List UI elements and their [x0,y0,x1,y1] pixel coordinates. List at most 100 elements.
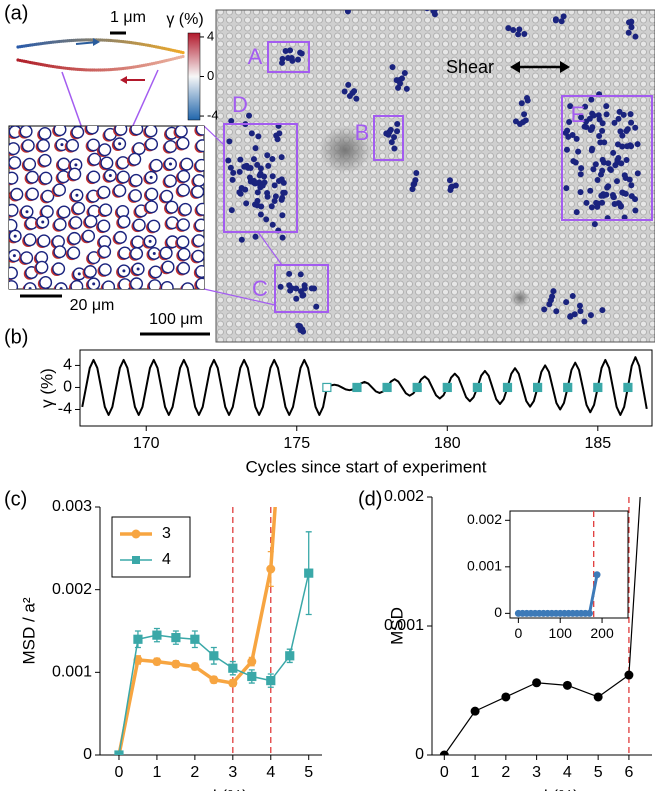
particle [243,200,250,207]
particle [236,168,243,175]
particle [149,265,163,279]
particle [255,133,262,140]
particle [100,156,114,170]
particle [562,129,569,136]
particle [263,216,270,223]
particle [603,111,610,118]
particle [54,282,68,289]
particle [613,178,620,185]
particle [634,141,641,148]
particle [300,328,307,335]
panel-label: (b) [4,326,28,348]
particle [192,173,204,187]
x-tick-label: 3 [228,764,237,781]
marker [190,662,200,672]
particle [592,161,599,168]
traj-dot [181,50,185,55]
particle [583,199,590,206]
particle [99,203,113,217]
particle [567,103,574,110]
particle [553,308,560,315]
marker [190,634,200,644]
y-tick-label: 0.002 [467,511,502,527]
trajectory-arrows [75,38,145,84]
x-tick-label: 5 [594,764,603,781]
marker [171,633,181,643]
particle [625,19,632,26]
particle [588,204,595,211]
particle [9,266,18,280]
particle [277,283,284,290]
particle [265,162,272,169]
particle [589,145,596,152]
particle [9,171,19,185]
particle [301,285,308,292]
particle [578,114,585,121]
particle [67,231,81,245]
particle-core [92,282,96,286]
scale-label: 20 μm [70,297,115,314]
particle [53,245,67,259]
particle [573,209,580,216]
marker [562,680,572,690]
x-tick-label: 185 [584,435,611,452]
y-tick-label: 0.002 [52,581,92,598]
particle [297,271,304,278]
particle [410,181,417,188]
marker [133,655,143,665]
defect [319,126,371,174]
particle [261,179,268,186]
particle [510,26,517,33]
particle [228,207,235,214]
particle [128,152,142,166]
particle [313,303,320,310]
x-tick-label: 1 [471,764,480,781]
particle [271,198,278,205]
particle [308,285,315,292]
marker [285,651,295,661]
y-tick-label: 0 [494,604,502,620]
particle [128,189,142,203]
particle [563,185,570,192]
particle [413,169,420,176]
particle [53,218,67,232]
particle [577,189,584,196]
particle-core [168,162,172,166]
particle-core [136,267,140,271]
particle [632,33,639,40]
particle [274,136,281,143]
particle [192,234,204,248]
panel-label: (a) [4,2,28,24]
particle [295,56,302,63]
marker [247,657,257,667]
particle [66,138,80,152]
particle-core [75,193,79,197]
particle [88,152,102,166]
plot-area [439,497,641,755]
traj-dot [181,54,185,59]
legend-label: 4 [162,551,171,568]
particle [102,280,116,289]
y-tick-label: 0 [415,746,424,763]
particle [194,218,204,232]
particle [541,306,548,313]
particle [237,156,244,163]
particle [269,155,276,162]
particle [594,176,601,183]
particle [632,196,639,203]
particle [269,173,276,180]
particle [293,285,300,292]
y-tick-label: 0 [63,379,72,396]
marker [593,692,603,702]
colorbar-tick-label: 4 [207,28,214,43]
particle [195,202,204,216]
particle [588,96,595,103]
particle [578,165,585,172]
marker [304,568,314,578]
marker [266,675,276,686]
particle [132,218,146,232]
particle [145,187,159,201]
particle-core [122,269,126,273]
particle [228,117,235,124]
